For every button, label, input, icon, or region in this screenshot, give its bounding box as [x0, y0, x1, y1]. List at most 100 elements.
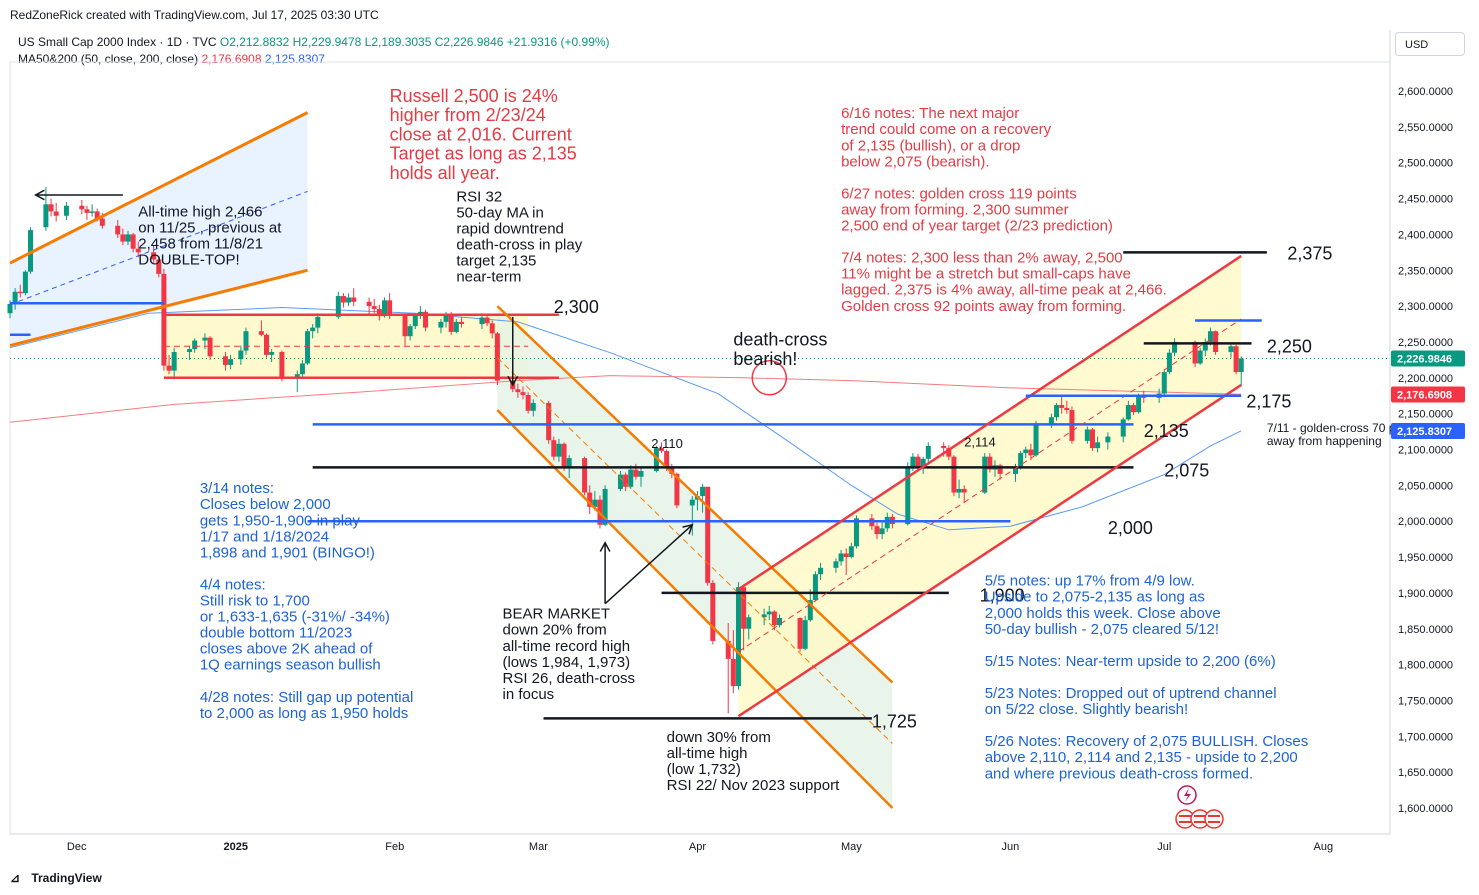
candle — [961, 485, 967, 504]
candle — [294, 370, 300, 393]
candle — [1197, 347, 1203, 365]
ma50-line — [9, 307, 1242, 531]
candle-body — [1202, 341, 1208, 351]
x-tick-label: Feb — [385, 841, 404, 853]
candle — [843, 548, 849, 575]
arrow-head — [682, 523, 694, 535]
may-notes: 5/5 notes: up 17% from 4/9 low.Upside to… — [985, 573, 1309, 783]
candle-body — [818, 567, 824, 575]
annotation-line: of 2,135 (bullish), or a drop — [841, 137, 1020, 154]
uptrend-channel-yellow — [738, 255, 1242, 717]
annotation-line: death-cross — [733, 330, 827, 350]
candle — [346, 293, 352, 307]
candle-body — [299, 363, 305, 375]
candle-body — [761, 614, 767, 618]
candle-body — [453, 321, 459, 332]
candle — [766, 605, 772, 621]
arrow-head — [34, 189, 45, 201]
candle — [371, 298, 377, 314]
candle-body — [766, 611, 772, 615]
y-tick-label: 1,800.0000 — [1398, 660, 1453, 672]
candle-body — [381, 300, 387, 317]
candle — [556, 438, 562, 462]
candle-body — [438, 321, 444, 328]
annotation-line: 5/5 notes: up 17% from 4/9 low. — [985, 573, 1195, 590]
candle-body — [915, 456, 921, 469]
candle-body — [151, 252, 157, 260]
candle-body — [833, 561, 839, 568]
candle-body — [1089, 429, 1095, 449]
level-label: 1,725 — [872, 712, 917, 732]
candle-body — [689, 499, 695, 506]
candle — [279, 350, 285, 382]
candle-body — [305, 331, 311, 364]
candle — [423, 309, 429, 332]
candle — [920, 456, 926, 474]
candle-body — [951, 456, 957, 493]
y-tick-label: 1,750.0000 — [1398, 695, 1453, 707]
candle — [340, 293, 346, 308]
level-label: 2,135 — [1144, 421, 1189, 441]
annotation-line: 5/23 Notes: Dropped out of uptrend chann… — [985, 685, 1277, 702]
candle — [63, 202, 69, 221]
candle-body — [1161, 372, 1167, 394]
annotation-line: higher from 2/23/24 — [390, 105, 546, 125]
y-tick-label: 1,650.0000 — [1398, 767, 1453, 779]
y-tick-label: 2,250.0000 — [1398, 337, 1453, 349]
candle-body — [264, 334, 270, 355]
candle — [207, 336, 213, 360]
candle — [192, 338, 198, 353]
candle-body — [166, 365, 172, 371]
footer-brand[interactable]: ⊿ TradingView — [10, 871, 102, 885]
annotation-line: or 1,633-1,635 (-31%/ -34%) — [200, 609, 390, 626]
candle-body — [941, 445, 947, 449]
candle-body — [494, 333, 500, 381]
annotation-line: 2,500 end of year target (2/23 predictio… — [841, 218, 1113, 235]
candle-body — [725, 640, 731, 659]
currency-selector[interactable]: USD — [1395, 32, 1465, 56]
y-tick-label: 2,500.0000 — [1398, 158, 1453, 170]
lightning-glyph-icon — [1184, 788, 1191, 802]
level-label: 2,000 — [1108, 518, 1153, 538]
candle — [1238, 356, 1244, 386]
candle-body — [705, 486, 711, 583]
candle — [376, 304, 382, 321]
annotation-line: below 2,075 (bearish). — [841, 153, 989, 170]
candle — [22, 270, 28, 296]
candle-body — [807, 600, 813, 621]
candle-body — [602, 488, 608, 525]
annotation-line: Upside to 2,075-2,135 as long as — [985, 589, 1205, 606]
candle — [735, 582, 741, 690]
us-flag-icon — [1204, 809, 1224, 829]
candle-body — [520, 392, 526, 396]
annotation-line: 1,898 and 1,901 (BINGO!) — [200, 544, 375, 561]
candle-body — [879, 528, 885, 535]
candle-body — [1054, 405, 1060, 418]
candle-body — [628, 469, 634, 487]
candle — [812, 571, 818, 602]
y-tick-label: 2,000.0000 — [1398, 516, 1453, 528]
candle-body — [1048, 417, 1054, 425]
level-label: 1,900 — [980, 585, 1025, 605]
arrow-head — [507, 375, 519, 387]
candle — [299, 359, 305, 378]
candle — [28, 227, 34, 274]
level-label: 2,114 — [964, 434, 996, 449]
candle — [187, 345, 193, 360]
candle-body — [797, 617, 803, 649]
y-tick-label: 2,050.0000 — [1398, 480, 1453, 492]
annotation-line: 6/16 notes: The next major — [841, 105, 1019, 122]
candle — [1130, 402, 1136, 416]
symbol-legend[interactable]: US Small Cap 2000 Index · 1D · TVC O2,21… — [18, 35, 610, 49]
candle — [151, 245, 157, 264]
candle — [258, 320, 264, 337]
annotation-line: 1Q earnings season bullish — [200, 657, 381, 674]
downtrend-channel-green — [497, 306, 893, 808]
price-tag-label: 2,125.8307 — [1397, 426, 1452, 438]
candle-body — [346, 297, 352, 303]
candle-body — [587, 492, 593, 507]
